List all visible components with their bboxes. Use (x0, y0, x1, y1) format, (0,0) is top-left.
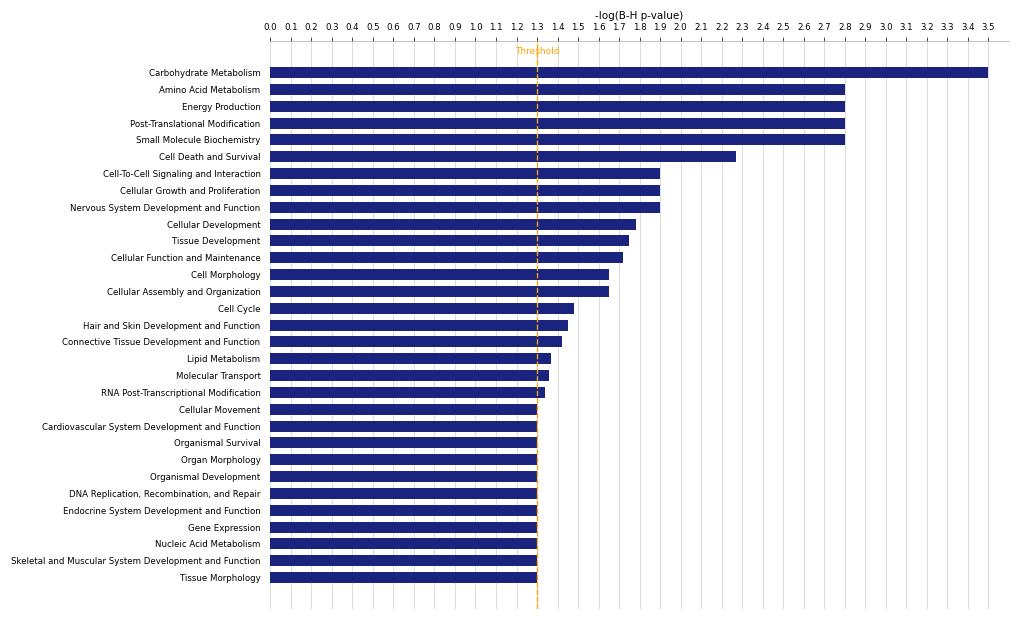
Bar (270, 236, 629, 246)
Bar (270, 151, 736, 162)
Bar (270, 488, 537, 499)
Bar (270, 505, 537, 516)
Bar (270, 168, 659, 179)
Bar (270, 84, 844, 95)
Bar (270, 454, 537, 465)
Bar (270, 521, 537, 533)
Bar (270, 337, 561, 347)
X-axis label: -log(B-H p-value): -log(B-H p-value) (595, 11, 683, 21)
Text: Threshold: Threshold (515, 47, 558, 56)
Bar (270, 101, 844, 112)
Bar (270, 303, 574, 314)
Bar (270, 118, 844, 128)
Bar (270, 135, 844, 145)
Bar (270, 471, 537, 482)
Bar (270, 219, 635, 229)
Bar (270, 387, 545, 398)
Bar (270, 67, 987, 78)
Bar (270, 202, 659, 213)
Bar (270, 320, 568, 330)
Bar (270, 370, 549, 381)
Bar (270, 353, 551, 364)
Bar (270, 404, 537, 415)
Bar (270, 185, 659, 196)
Bar (270, 269, 608, 280)
Bar (270, 420, 537, 432)
Bar (270, 252, 623, 264)
Bar (270, 572, 537, 583)
Bar (270, 286, 608, 297)
Bar (270, 438, 537, 448)
Bar (270, 556, 537, 566)
Bar (270, 539, 537, 549)
